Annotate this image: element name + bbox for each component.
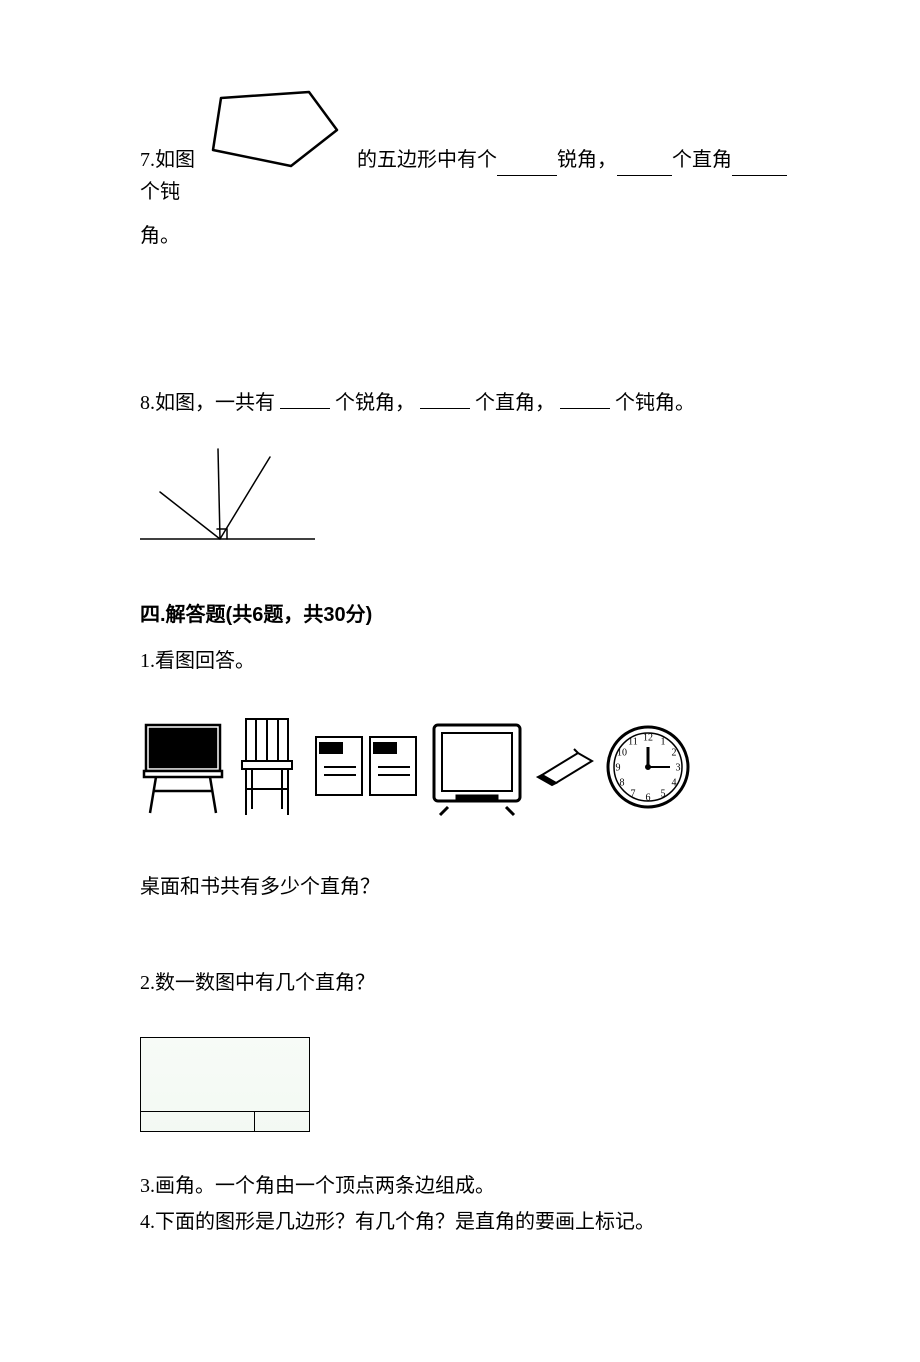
svg-text:1: 1 bbox=[661, 736, 666, 747]
eraser-icon bbox=[534, 747, 596, 787]
blank-field[interactable] bbox=[617, 153, 672, 176]
q8-prefix: 8.如图，一共有 bbox=[140, 392, 275, 414]
rect-figure-icon bbox=[140, 1037, 310, 1132]
section-4-heading: 四.解答题(共6题，共30分) bbox=[140, 599, 790, 631]
q7-obtuse-label: 个钝 bbox=[140, 176, 180, 208]
blank-field[interactable] bbox=[280, 386, 330, 409]
blackboard-icon bbox=[140, 719, 226, 815]
svg-text:12: 12 bbox=[643, 732, 653, 743]
svg-text:11: 11 bbox=[628, 736, 638, 747]
svg-text:10: 10 bbox=[617, 747, 627, 758]
tv-icon bbox=[428, 717, 526, 817]
q8-right-label: 个直角， bbox=[475, 392, 555, 414]
svg-text:9: 9 bbox=[616, 762, 621, 773]
svg-text:2: 2 bbox=[672, 747, 677, 758]
blank-field[interactable] bbox=[732, 153, 787, 176]
blank-field[interactable] bbox=[560, 386, 610, 409]
question-7: 7.如图 的五边形中有个 锐角， 个直角 个钝 bbox=[140, 80, 790, 208]
question-8: 8.如图，一共有 个锐角， 个直角， 个钝角。 bbox=[140, 386, 790, 419]
q8-obtuse-label: 个钝角。 bbox=[615, 392, 695, 414]
svg-text:7: 7 bbox=[631, 788, 636, 799]
clock-icon: 12 1 2 3 4 5 6 7 8 9 10 11 bbox=[604, 723, 692, 811]
s4q4-label: 4.下面的图形是几边形？有几个角？是直角的要画上标记。 bbox=[140, 1206, 790, 1238]
q8-acute-label: 个锐角， bbox=[335, 392, 415, 414]
angle-figure-icon bbox=[140, 447, 790, 557]
svg-text:3: 3 bbox=[676, 762, 681, 773]
objects-row: 12 1 2 3 4 5 6 7 8 9 10 11 bbox=[140, 715, 790, 819]
books-icon bbox=[312, 731, 420, 803]
q7-line2: 角。 bbox=[140, 220, 790, 252]
s4q3-label: 3.画角。一个角由一个顶点两条边组成。 bbox=[140, 1170, 790, 1202]
svg-text:5: 5 bbox=[661, 788, 666, 799]
pentagon-icon bbox=[201, 80, 351, 176]
q7-right-label: 个直角 bbox=[672, 144, 732, 176]
s4q1-question: 桌面和书共有多少个直角？ bbox=[140, 871, 790, 903]
q7-acute-label: 锐角， bbox=[557, 144, 617, 176]
s4q2-label: 2.数一数图中有几个直角？ bbox=[140, 967, 790, 999]
svg-text:4: 4 bbox=[672, 777, 677, 788]
blank-field[interactable] bbox=[420, 386, 470, 409]
chair-icon bbox=[234, 715, 304, 819]
svg-text:8: 8 bbox=[620, 777, 625, 788]
q7-prefix: 7.如图 bbox=[140, 144, 195, 176]
svg-text:6: 6 bbox=[646, 792, 651, 803]
s4q1-label: 1.看图回答。 bbox=[140, 645, 790, 677]
blank-field[interactable] bbox=[497, 153, 557, 176]
q7-mid: 的五边形中有个 bbox=[357, 144, 497, 176]
